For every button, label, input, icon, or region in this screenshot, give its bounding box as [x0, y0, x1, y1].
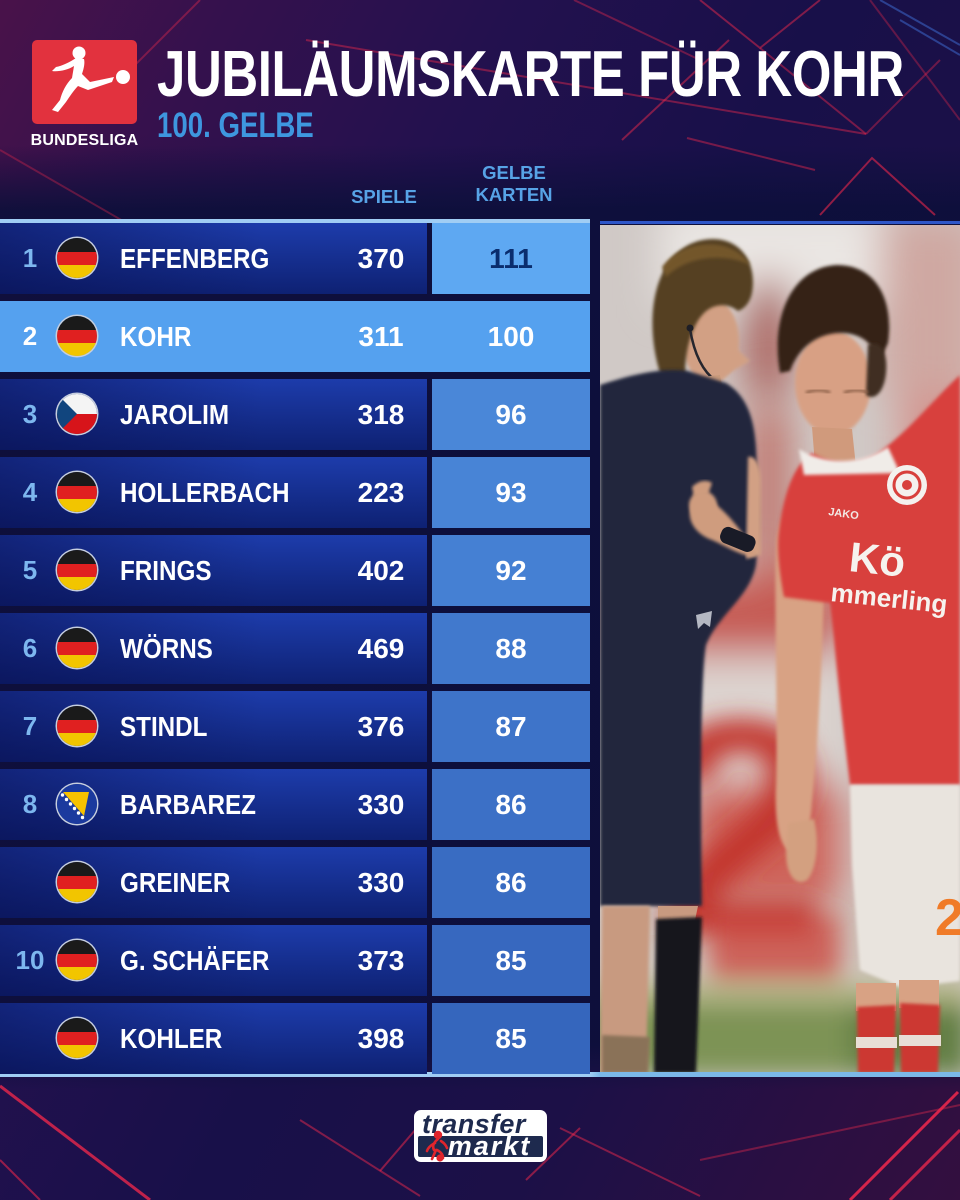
svg-text:2: 2	[935, 889, 960, 947]
svg-text:JAKO: JAKO	[828, 506, 860, 522]
svg-text:Kö: Kö	[847, 533, 908, 586]
